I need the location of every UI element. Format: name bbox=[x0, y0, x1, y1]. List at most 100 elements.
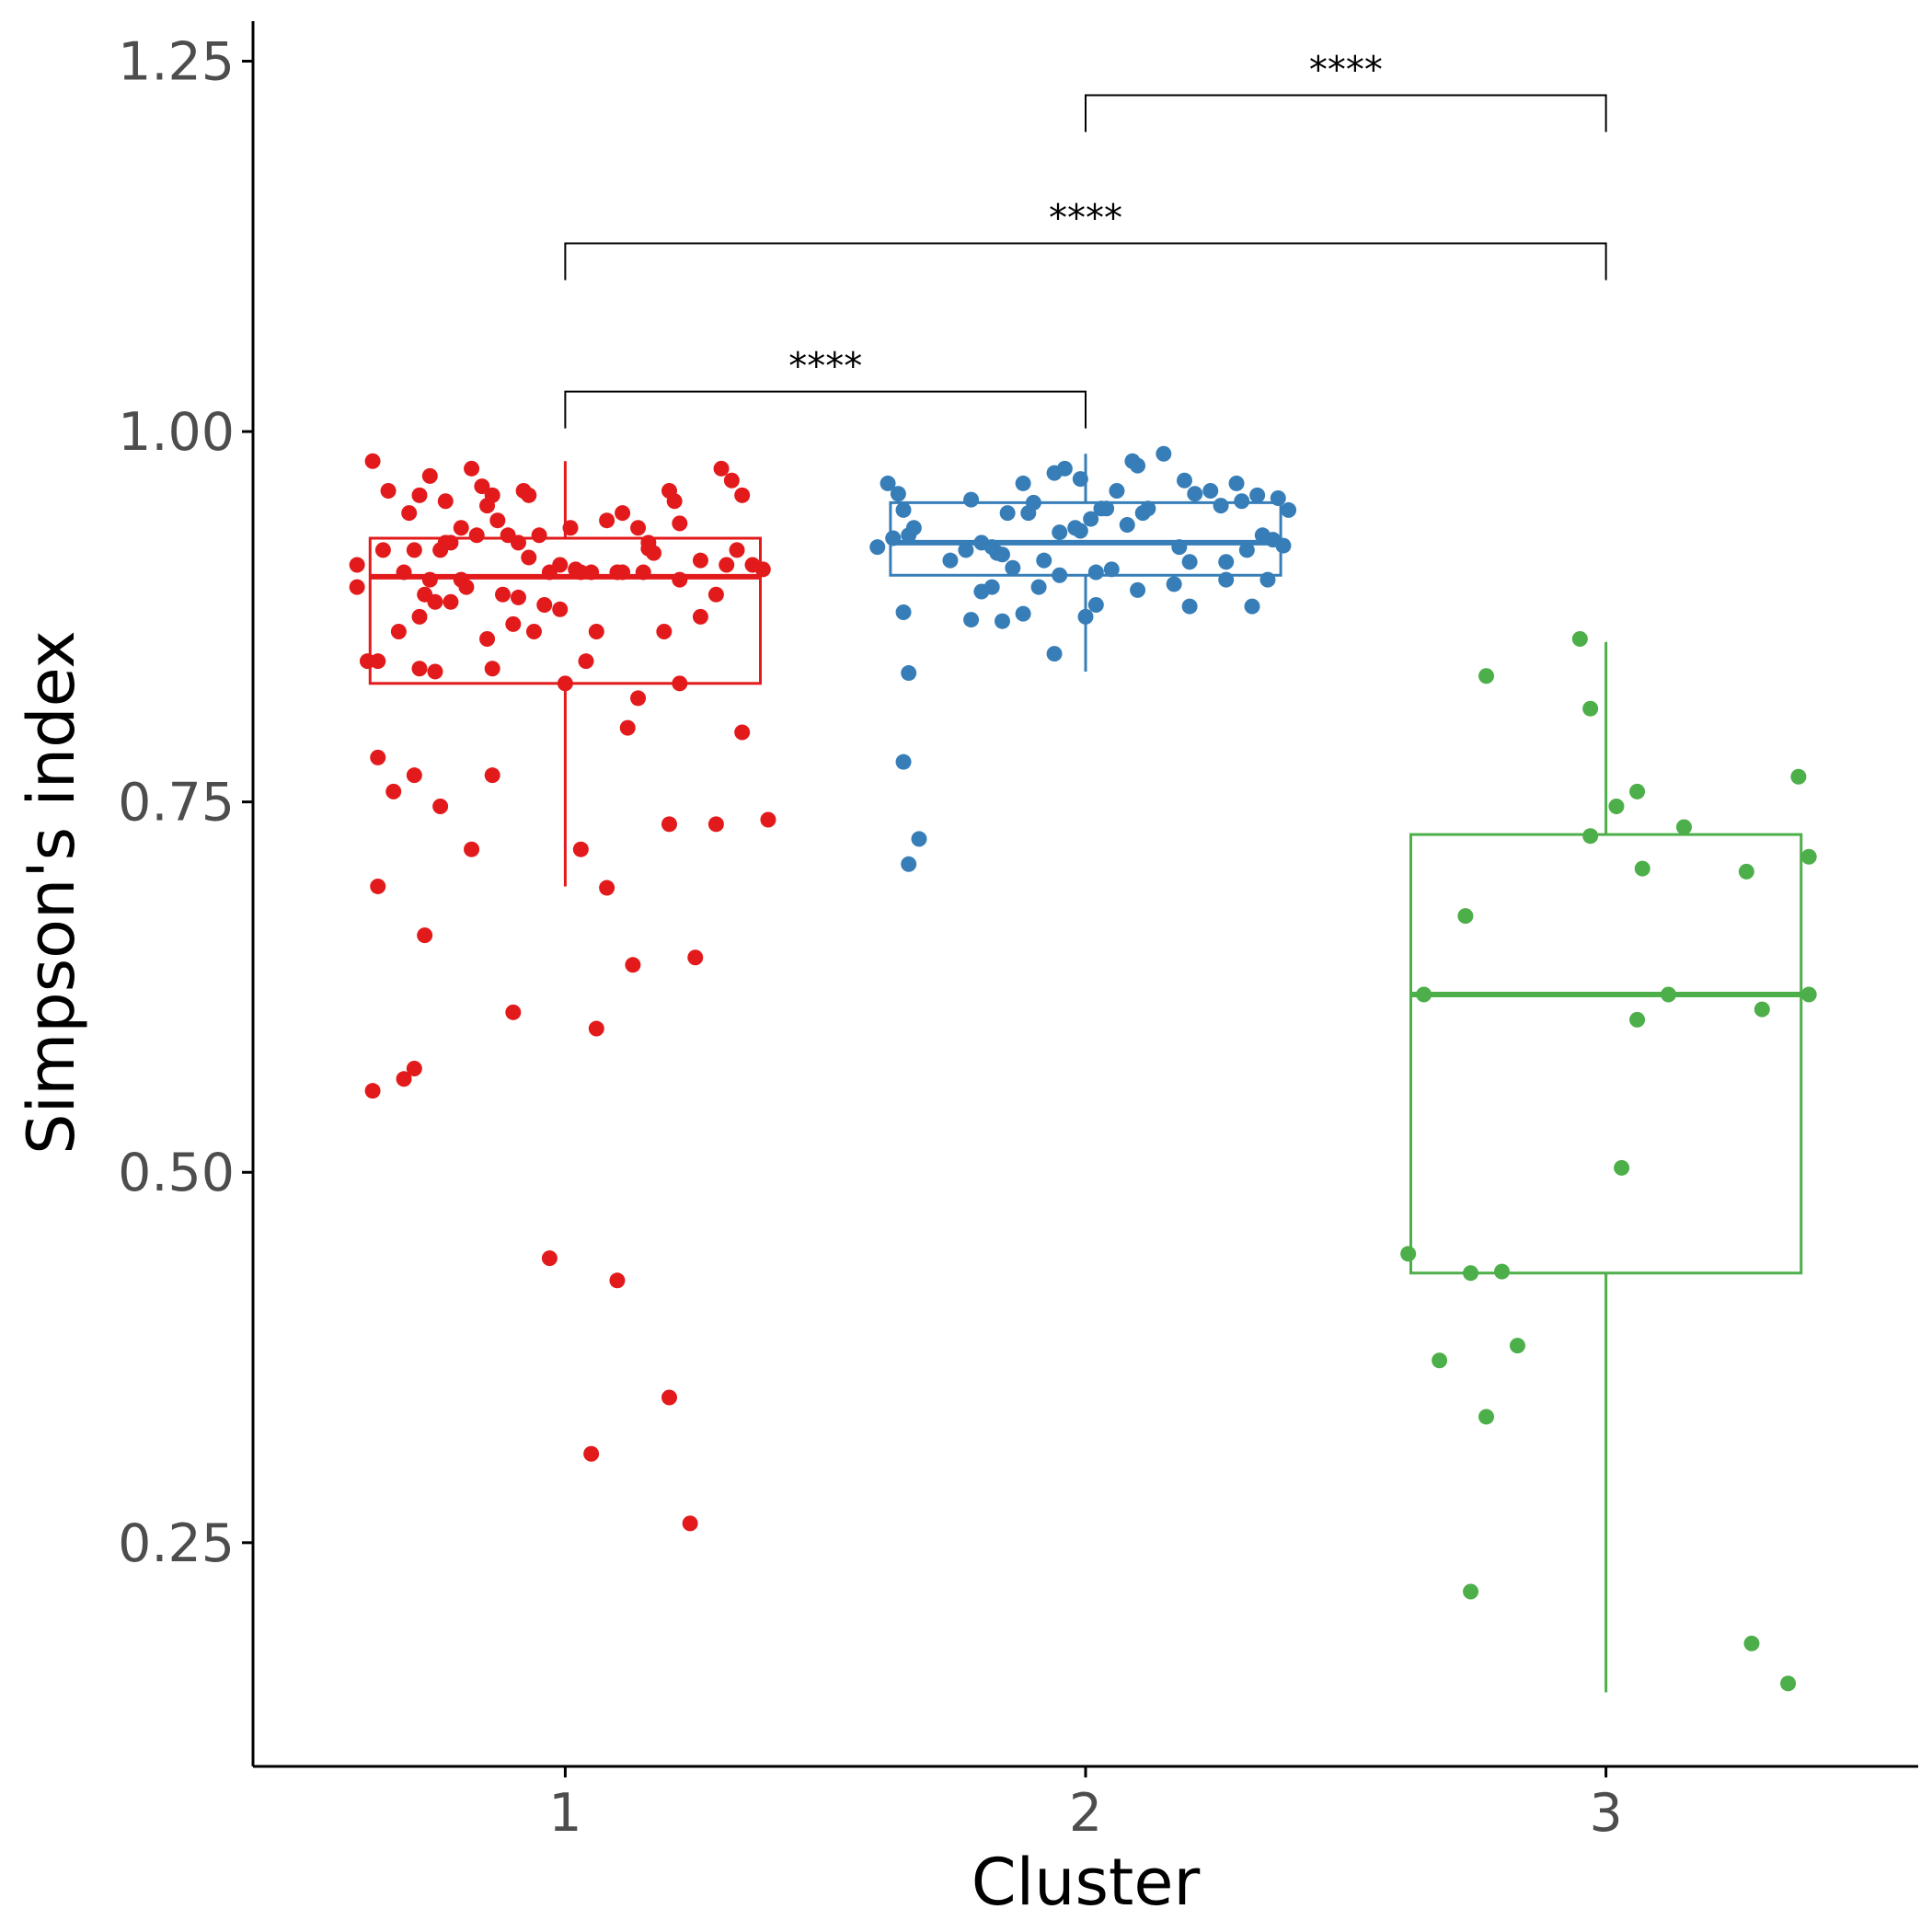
data-point bbox=[672, 675, 688, 692]
data-point bbox=[437, 493, 454, 510]
data-point bbox=[1478, 1409, 1495, 1425]
data-point bbox=[656, 623, 673, 639]
data-point bbox=[666, 493, 683, 510]
data-point bbox=[1213, 498, 1229, 514]
data-point bbox=[958, 542, 974, 558]
data-point bbox=[1457, 908, 1474, 925]
y-axis-title: Simpson's index bbox=[14, 630, 89, 1155]
data-point bbox=[1571, 631, 1588, 648]
data-point bbox=[1015, 475, 1031, 491]
data-point bbox=[468, 527, 485, 544]
data-point bbox=[1743, 1635, 1760, 1651]
data-point bbox=[619, 719, 636, 736]
data-point bbox=[1738, 863, 1754, 880]
data-point bbox=[489, 512, 506, 529]
data-point bbox=[1249, 487, 1266, 503]
data-point bbox=[1015, 605, 1031, 622]
data-point bbox=[588, 623, 604, 639]
box-cluster-3 bbox=[1409, 641, 1803, 1693]
data-point bbox=[578, 653, 594, 670]
data-point bbox=[995, 613, 1010, 629]
data-point bbox=[1218, 571, 1235, 588]
data-point bbox=[1400, 1246, 1417, 1262]
data-point bbox=[453, 520, 469, 536]
data-point bbox=[692, 608, 708, 625]
data-point bbox=[661, 1389, 677, 1406]
data-point bbox=[1083, 511, 1099, 527]
data-point bbox=[1176, 472, 1192, 489]
data-point bbox=[901, 856, 917, 872]
data-point bbox=[895, 604, 912, 621]
points-cluster-1 bbox=[349, 453, 776, 1532]
bracket-line bbox=[1085, 94, 1607, 132]
data-point bbox=[1036, 552, 1052, 569]
data-point bbox=[599, 880, 615, 896]
data-point bbox=[1281, 501, 1297, 518]
data-point bbox=[374, 542, 391, 558]
data-point bbox=[432, 798, 449, 814]
data-point bbox=[380, 482, 397, 499]
data-point bbox=[396, 564, 412, 581]
data-point bbox=[707, 816, 724, 833]
data-point bbox=[464, 841, 480, 857]
y-axis-ticks: 0.25 0.50 0.75 1.00 1.25 bbox=[118, 31, 253, 1574]
data-point bbox=[474, 478, 490, 495]
data-point bbox=[1130, 457, 1146, 474]
bracket-line bbox=[564, 390, 1087, 429]
data-point bbox=[1140, 500, 1156, 517]
data-point bbox=[1052, 524, 1068, 541]
data-point bbox=[901, 527, 917, 544]
data-point bbox=[552, 601, 569, 617]
data-point bbox=[495, 586, 511, 603]
data-point bbox=[1629, 1011, 1646, 1028]
data-point bbox=[421, 467, 438, 484]
data-point bbox=[640, 540, 657, 557]
data-point bbox=[599, 512, 615, 529]
data-point bbox=[583, 1445, 600, 1462]
data-point bbox=[1056, 460, 1073, 477]
data-point bbox=[999, 505, 1016, 522]
x-tick-label: 1 bbox=[548, 1783, 581, 1844]
bracket-line bbox=[564, 242, 1607, 281]
data-point bbox=[370, 653, 386, 670]
data-point bbox=[682, 1515, 698, 1532]
significance-label: **** bbox=[1309, 50, 1383, 92]
data-point bbox=[536, 596, 553, 613]
data-point bbox=[541, 1250, 558, 1267]
data-point bbox=[1238, 542, 1255, 558]
data-point bbox=[370, 878, 386, 894]
data-point bbox=[1181, 598, 1198, 615]
data-point bbox=[989, 545, 1006, 561]
x-axis-ticks: 1 2 3 bbox=[548, 1766, 1623, 1844]
x-axis-title: Cluster bbox=[972, 1845, 1201, 1920]
data-point bbox=[1478, 668, 1495, 684]
data-point bbox=[1270, 490, 1286, 507]
data-point bbox=[484, 767, 500, 784]
data-point bbox=[895, 501, 912, 518]
data-point bbox=[521, 549, 537, 566]
data-point bbox=[1432, 1352, 1448, 1369]
data-point bbox=[734, 487, 751, 503]
data-point bbox=[1020, 505, 1037, 522]
points-layer bbox=[349, 445, 1817, 1692]
data-point bbox=[1614, 1159, 1630, 1176]
data-point bbox=[1463, 1583, 1479, 1600]
data-point bbox=[1187, 486, 1203, 502]
data-point bbox=[1275, 537, 1292, 554]
data-point bbox=[427, 663, 443, 680]
data-point bbox=[406, 1061, 422, 1077]
data-point bbox=[1259, 571, 1276, 588]
data-point bbox=[588, 1020, 604, 1037]
data-point bbox=[687, 949, 704, 966]
data-point bbox=[983, 579, 1000, 595]
data-point bbox=[1228, 475, 1245, 491]
data-point bbox=[453, 571, 469, 588]
data-point bbox=[411, 661, 428, 677]
y-tick-label: 0.50 bbox=[118, 1143, 235, 1203]
data-point bbox=[609, 564, 626, 581]
data-point bbox=[1780, 1675, 1797, 1692]
data-point bbox=[401, 505, 418, 522]
data-point bbox=[406, 542, 422, 558]
data-point bbox=[1052, 567, 1068, 583]
